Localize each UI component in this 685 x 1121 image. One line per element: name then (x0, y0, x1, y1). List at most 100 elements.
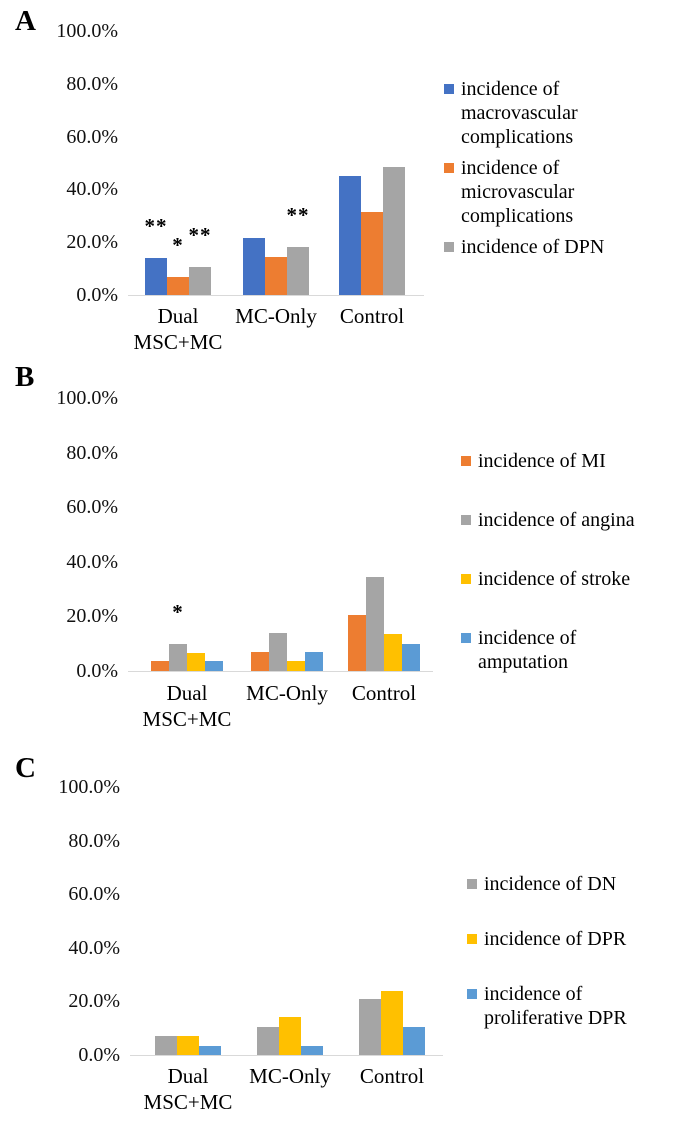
legend-item: incidence of DN (467, 872, 644, 896)
bar-B-series4-cat1 (205, 661, 223, 671)
y-axis-tick-label: 20.0% (68, 990, 120, 1013)
category-label: Dual MSC+MC (133, 304, 223, 354)
bar-column (279, 787, 301, 1055)
bar-column: * (167, 31, 189, 295)
bar-column (381, 787, 403, 1055)
bar-B-series2-cat1 (169, 644, 187, 671)
bar-B-series3-cat2 (287, 661, 305, 671)
legend-swatch-icon (461, 574, 471, 584)
bar-column (205, 398, 223, 671)
bar-A-series3-cat2 (287, 247, 309, 295)
y-axis-tick-label: 40.0% (68, 936, 120, 959)
bar-group-B-2 (251, 398, 323, 671)
bar-column (301, 787, 323, 1055)
bar-A-series1-cat2 (243, 238, 265, 295)
bar-A-series2-cat2 (265, 257, 287, 295)
bar-column (177, 787, 199, 1055)
legend-label: incidence of macrovascular complications (461, 78, 578, 148)
legend-swatch-icon (467, 934, 477, 944)
legend-item: incidence of microvascular complications (444, 156, 611, 228)
y-axis-tick-label: 20.0% (66, 605, 118, 628)
bar-B-series2-cat2 (269, 633, 287, 671)
category-label: MC-Only (246, 681, 328, 705)
y-axis-tick-label: 40.0% (66, 550, 118, 573)
bar-A-series2-cat3 (361, 212, 383, 295)
legend-swatch-icon (467, 879, 477, 889)
bar-column (269, 398, 287, 671)
category-label: MC-Only (249, 1064, 331, 1088)
panel-letter-A: A (15, 5, 36, 37)
bar-A-series1-cat3 (339, 176, 361, 295)
legend-label: incidence of amputation (478, 627, 577, 673)
legend-label: incidence of proliferative DPR (484, 983, 627, 1029)
significance-marker: ** (286, 203, 310, 227)
y-axis-tick-label: 60.0% (68, 883, 120, 906)
category-label: Dual MSC+MC (142, 681, 232, 731)
bar-group-C-2 (257, 787, 323, 1055)
legend-panel-C: incidence of DN incidence of DPR incidence… (467, 872, 644, 1030)
bar-column (199, 787, 221, 1055)
bar-A-series3-cat1 (189, 267, 211, 295)
bar-column (361, 31, 383, 295)
legend-panel-B: incidence of MI incidence of angina incide… (461, 449, 652, 674)
bar-column (403, 787, 425, 1055)
y-axis-tick-label: 60.0% (66, 125, 118, 148)
bar-B-series4-cat2 (305, 652, 323, 671)
bar-C-series2-cat1 (177, 1036, 199, 1055)
legend-swatch-icon (444, 163, 454, 173)
bar-column (151, 398, 169, 671)
legend-item: incidence of proliferative DPR (467, 982, 644, 1030)
legend-item: incidence of DPR (467, 927, 644, 951)
legend-label: incidence of DPR (484, 928, 627, 950)
bar-B-series3-cat1 (187, 653, 205, 671)
legend-item: incidence of DPN (444, 235, 611, 259)
bar-C-series1-cat3 (359, 999, 381, 1055)
legend-label: incidence of DPN (461, 236, 605, 258)
bar-column (265, 31, 287, 295)
bar-C-series1-cat2 (257, 1027, 279, 1055)
bar-B-series3-cat3 (384, 634, 402, 671)
bar-column (366, 398, 384, 671)
y-axis-tick-label: 40.0% (66, 178, 118, 201)
bar-column (305, 398, 323, 671)
bar-C-series3-cat2 (301, 1046, 323, 1055)
legend-item: incidence of MI (461, 449, 652, 473)
significance-marker: * (172, 233, 184, 257)
bar-group-A-3 (339, 31, 405, 295)
bar-column: ** (189, 31, 211, 295)
y-axis-tick-label: 80.0% (68, 829, 120, 852)
bar-C-series3-cat1 (199, 1046, 221, 1055)
legend-swatch-icon (461, 633, 471, 643)
y-axis-tick-label: 0.0% (76, 284, 118, 306)
legend-swatch-icon (444, 242, 454, 252)
bar-column (402, 398, 420, 671)
bar-column (243, 31, 265, 295)
bar-group-C-3 (359, 787, 425, 1055)
bar-column: ** (145, 31, 167, 295)
bar-column (384, 398, 402, 671)
bar-column (251, 398, 269, 671)
legend-swatch-icon (461, 515, 471, 525)
bar-column (383, 31, 405, 295)
bar-column (257, 787, 279, 1055)
x-axis-line (128, 671, 433, 672)
bar-group-B-3 (348, 398, 420, 671)
y-axis-tick-label: 80.0% (66, 441, 118, 464)
legend-label: incidence of microvascular complications (461, 157, 575, 227)
bar-column: * (169, 398, 187, 671)
bar-group-A-1: ** * ** (145, 31, 211, 295)
significance-marker: * (172, 600, 184, 624)
x-axis-line (128, 295, 424, 296)
significance-marker: ** (144, 214, 168, 238)
legend-item: incidence of amputation (461, 626, 652, 674)
bar-column (187, 398, 205, 671)
legend-item: incidence of angina (461, 508, 652, 532)
y-axis-tick-label: 80.0% (66, 72, 118, 95)
panel-letter-C: C (15, 752, 36, 784)
y-axis-tick-label: 100.0% (56, 20, 118, 42)
y-axis-tick-label: 0.0% (76, 660, 118, 682)
y-axis-tick-label: 0.0% (78, 1044, 120, 1066)
legend-panel-A: incidence of macrovascular complications… (444, 77, 611, 259)
bar-column (359, 787, 381, 1055)
